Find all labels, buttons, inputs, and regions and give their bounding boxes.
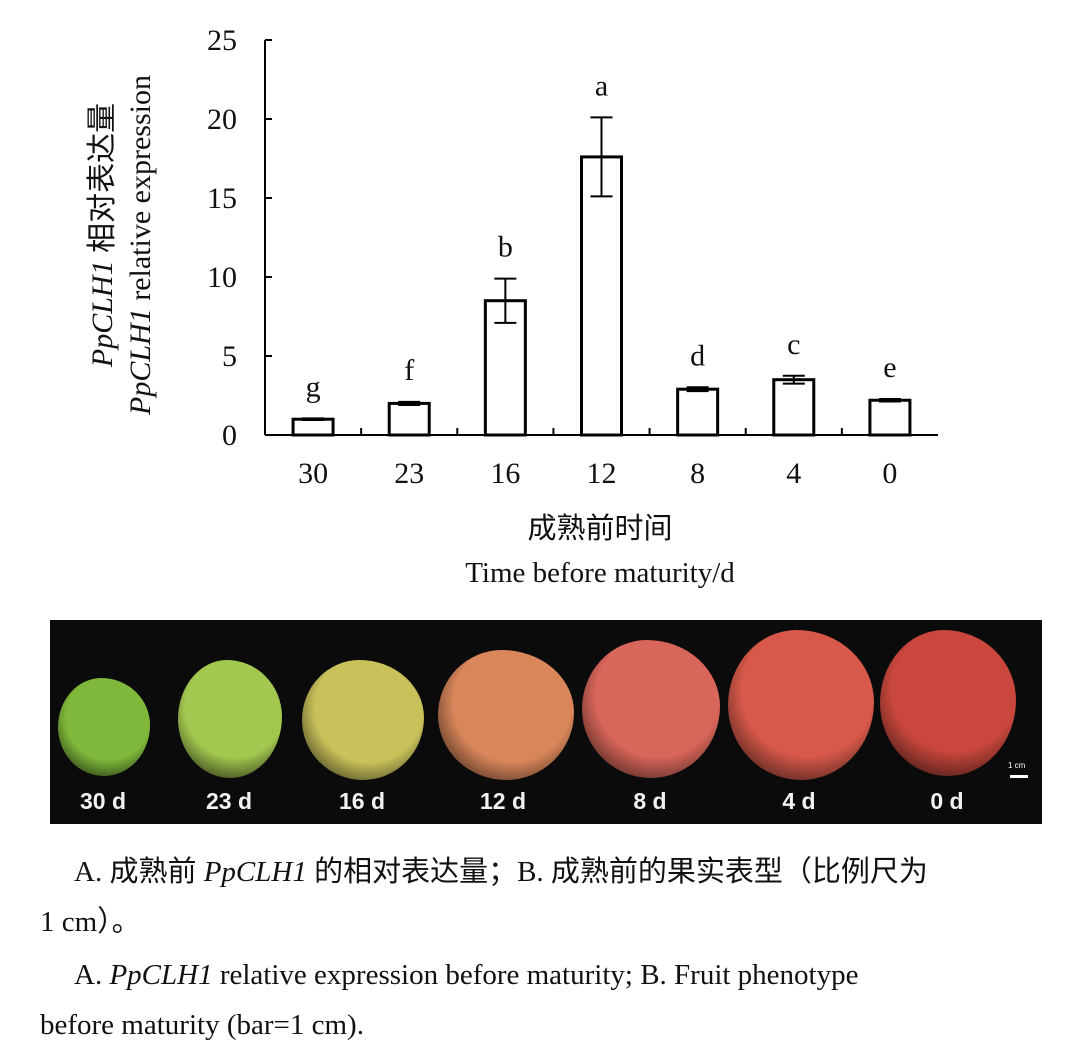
significance-label-16: b <box>498 231 513 264</box>
scale-bar <box>1010 775 1028 778</box>
caption-cn-line2: 1 cm）。 <box>40 906 141 938</box>
fruit-23d <box>178 660 282 778</box>
fruit-label-23d: 23 d <box>205 788 253 814</box>
caption-cn: A. 成熟前 PpCLH1 的相对表达量；B. 成熟前的果实表型（比例尺为 <box>40 852 1040 892</box>
bar-12 <box>580 155 623 437</box>
y-tick-label: 15 <box>207 182 237 215</box>
scale-bar-label: 1 cm <box>1008 761 1026 770</box>
y-axis-label-en: PpCLH1 relative expression <box>124 75 157 416</box>
fruit-label-12d: 12 d <box>479 788 527 814</box>
x-tick-label-4: 4 <box>786 457 801 490</box>
fruit-label-8d: 8 d <box>633 788 667 814</box>
fruit-label-30d: 30 d <box>79 788 127 814</box>
x-axis-label-cn: 成熟前时间 <box>527 512 672 545</box>
x-tick-label-16: 16 <box>490 457 520 490</box>
chart-bars: g 30 f 23 b 16 a 12 d 8 c 4 e 0 <box>291 69 912 490</box>
fruit-0d <box>880 630 1016 776</box>
significance-label-0: e <box>883 351 896 384</box>
caption-cn-prefix: A. 成熟前 <box>74 856 204 888</box>
significance-label-30: g <box>306 370 321 403</box>
y-axis-label-cn: PpCLH1 相对表达量 <box>86 103 119 368</box>
y-axis-label-cn-text: 相对表达量 <box>86 103 119 261</box>
significance-label-23: f <box>404 354 414 387</box>
y-axis-label-cn-gene: PpCLH1 <box>86 260 119 368</box>
y-tick-label: 25 <box>207 24 237 57</box>
y-tick-label: 0 <box>222 419 237 452</box>
significance-label-4: c <box>787 328 800 361</box>
x-tick-label-30: 30 <box>298 457 328 490</box>
bar-8 <box>676 387 720 437</box>
significance-label-8: d <box>690 339 705 372</box>
fruit-label-0d: 0 d <box>930 788 964 814</box>
fruit-label-16d: 16 d <box>338 788 386 814</box>
x-tick-label-0: 0 <box>882 457 897 490</box>
y-tick-label: 5 <box>222 340 237 373</box>
caption-en-prefix: A. <box>74 959 110 991</box>
x-tick-label-8: 8 <box>690 457 705 490</box>
fruit-16d <box>302 660 424 780</box>
fruit-12d <box>438 650 574 780</box>
y-axis-label-en-text: relative expression <box>124 75 157 308</box>
bar-30 <box>291 417 335 437</box>
x-tick-label-12: 12 <box>587 457 617 490</box>
caption-en: A. PpCLH1 relative expression before mat… <box>40 955 1040 995</box>
fruit-30d <box>58 678 150 776</box>
bar-0 <box>868 398 912 437</box>
fruit-photo-panel: 30 d 23 d 16 d 12 d 8 d 4 d 0 d 1 cm <box>50 620 1042 824</box>
y-tick-label: 20 <box>207 103 237 136</box>
x-tick-label-23: 23 <box>394 457 424 490</box>
x-axis-label-en: Time before maturity/d <box>465 557 735 589</box>
caption-cn-gene: PpCLH1 <box>203 856 307 888</box>
chart-axes: 0 5 10 15 20 25 <box>207 24 938 452</box>
caption-en-gene: PpCLH1 <box>109 959 213 991</box>
fruit-4d <box>728 630 874 780</box>
bar-chart: 0 5 10 15 20 25 g 30 f 23 b 16 a 12 d 8 c 4 e 0 PpCLH1 相对表… <box>86 24 938 589</box>
y-tick-label: 10 <box>207 261 237 294</box>
fruit-8d <box>582 640 720 778</box>
caption-cn-rest: 的相对表达量；B. 成熟前的果实表型（比例尺为 <box>306 856 928 888</box>
bar-23 <box>387 401 431 437</box>
fruit-label-4d: 4 d <box>782 788 816 814</box>
y-axis-label-en-gene: PpCLH1 <box>124 308 157 416</box>
caption-en-rest: relative expression before maturity; B. … <box>212 959 859 991</box>
caption-en-line2: before maturity (bar=1 cm). <box>40 1009 364 1041</box>
bar-4 <box>772 378 816 437</box>
significance-label-12: a <box>595 69 608 102</box>
